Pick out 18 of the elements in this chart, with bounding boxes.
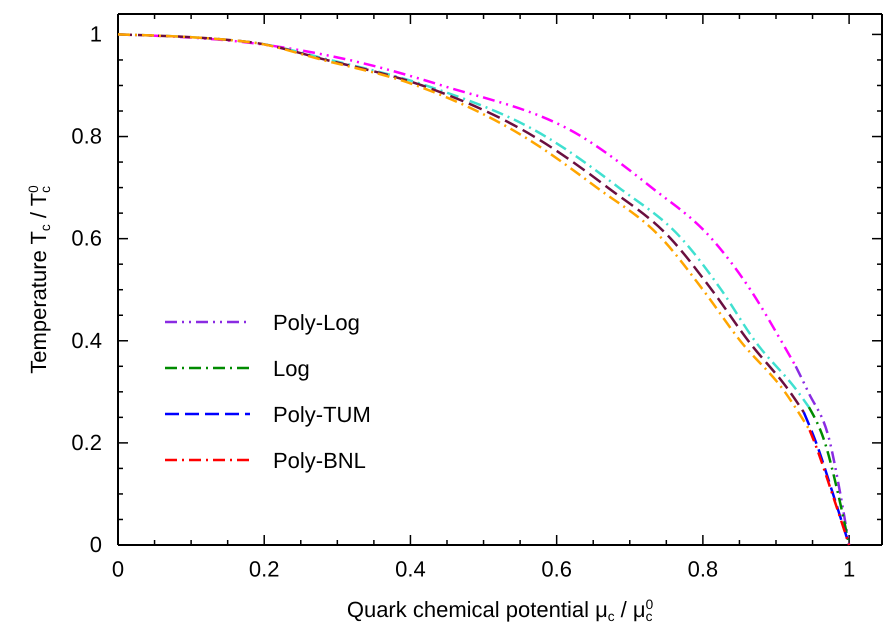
legend-label: Poly-TUM <box>273 402 371 427</box>
y-tick-label: 0.6 <box>71 226 102 251</box>
line-series <box>794 365 850 546</box>
legend-label: Log <box>273 356 310 381</box>
x-tick-label: 1 <box>842 556 856 582</box>
x-tick-label: 0.6 <box>541 556 572 582</box>
y-tick-label: 1 <box>90 21 102 46</box>
x-tick-label: 0.2 <box>248 556 280 582</box>
x-tick-label: 0.4 <box>395 556 426 582</box>
legend-label: Poly-BNL <box>273 448 366 473</box>
x-tick-label: 0 <box>112 556 124 582</box>
y-tick-label: 0.2 <box>71 430 102 455</box>
legend-label: Poly-Log <box>273 310 360 335</box>
x-tick-label: 0.8 <box>688 556 718 582</box>
line-series <box>808 428 850 546</box>
y-tick-label: 0.8 <box>71 124 102 149</box>
y-tick-label: 0.4 <box>71 328 102 353</box>
y-tick-label: 0 <box>90 532 102 558</box>
